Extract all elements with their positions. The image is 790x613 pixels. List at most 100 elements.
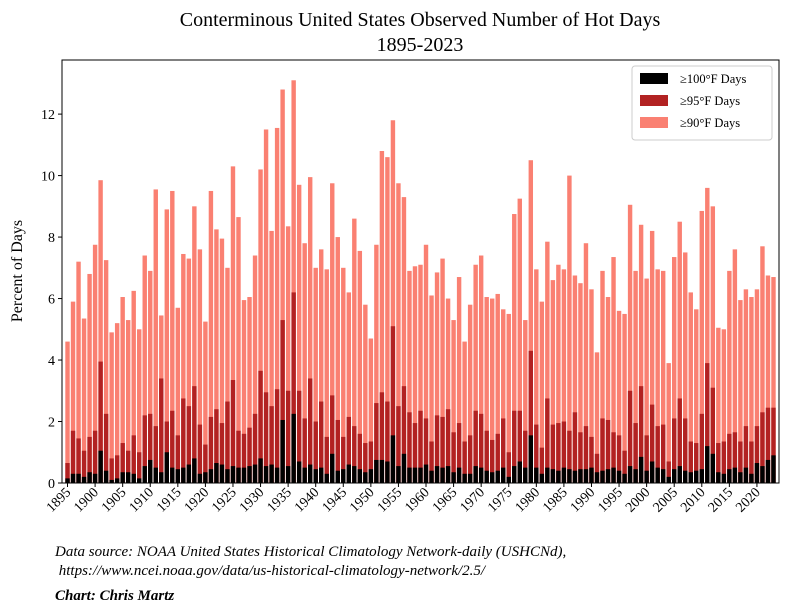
bar (539, 447, 545, 483)
bar (192, 386, 197, 483)
bar (672, 418, 677, 483)
bar (192, 458, 197, 483)
bar (683, 252, 688, 483)
bar (225, 469, 230, 483)
bar (699, 469, 704, 483)
bar (512, 410, 517, 483)
bar (137, 478, 142, 483)
bar (534, 467, 539, 483)
bar (495, 293, 500, 483)
y-tick-label: 8 (48, 231, 55, 246)
bar (219, 423, 225, 483)
bar (120, 297, 125, 483)
bar (434, 415, 440, 483)
bar (258, 458, 263, 483)
bar (523, 467, 528, 483)
chart-credit: Chart: Chris Martz (55, 588, 174, 604)
bar (545, 241, 550, 483)
bar (743, 426, 749, 483)
bar (489, 298, 495, 483)
bar (765, 407, 771, 483)
bar (423, 244, 429, 483)
bar (561, 421, 567, 483)
bar (390, 326, 396, 483)
bar (583, 469, 589, 483)
bar (467, 435, 473, 483)
bar (368, 441, 374, 483)
bar (423, 418, 429, 483)
bar (727, 433, 732, 483)
bar (699, 210, 704, 483)
bar (330, 453, 335, 483)
bar (434, 272, 440, 483)
bar (109, 332, 114, 483)
bar (418, 264, 423, 483)
bar (335, 237, 340, 483)
bar (754, 463, 760, 483)
bar (81, 476, 87, 483)
bar (263, 392, 269, 483)
bar (269, 464, 274, 483)
bar (357, 469, 363, 483)
bar (600, 270, 605, 483)
bar (771, 407, 776, 483)
bar (434, 466, 440, 483)
bar (241, 467, 247, 483)
bar (655, 467, 660, 483)
bar (556, 264, 561, 483)
bar (65, 478, 70, 483)
bar (738, 441, 743, 483)
bar (81, 450, 87, 483)
bar (638, 386, 644, 483)
bar (677, 398, 682, 483)
bar (672, 257, 677, 483)
x-tick-label: 1930 (237, 485, 267, 515)
bar (478, 467, 484, 483)
bar (236, 217, 241, 483)
bar (760, 246, 765, 483)
bar (445, 466, 451, 483)
legend-label: ≥90°F Days (680, 116, 740, 130)
bar (473, 410, 478, 483)
y-tick-label: 12 (41, 108, 55, 123)
bar (473, 466, 478, 483)
source-line: Data source: NOAA United States Historic… (54, 544, 566, 560)
bar (103, 413, 109, 483)
bar (738, 472, 743, 483)
bar (732, 249, 738, 483)
bar (644, 435, 649, 483)
bar (225, 401, 230, 483)
bar (644, 470, 649, 483)
bar (357, 433, 363, 483)
bar (649, 461, 655, 483)
bar (462, 473, 467, 483)
x-tick-label: 1965 (430, 485, 460, 515)
bar (208, 469, 214, 483)
bar (214, 463, 219, 483)
bar (341, 436, 346, 483)
bar (627, 390, 633, 483)
bar (341, 469, 346, 483)
bar (175, 307, 181, 483)
bar (109, 479, 114, 483)
bar (412, 423, 418, 483)
bar (241, 433, 247, 483)
bar (456, 423, 462, 483)
x-tick-label: 1925 (209, 485, 239, 515)
bar (219, 238, 225, 483)
bar (131, 473, 136, 483)
bar (319, 401, 324, 483)
bar (489, 472, 495, 483)
bar (534, 269, 539, 483)
bar (324, 473, 329, 483)
bar (258, 169, 263, 483)
bar (771, 277, 776, 483)
bar (374, 244, 379, 483)
bar (241, 300, 247, 483)
bar (616, 310, 622, 483)
bar (252, 413, 258, 483)
bar (313, 267, 318, 483)
bar (440, 258, 445, 483)
bar (76, 261, 81, 483)
bar (363, 304, 368, 483)
